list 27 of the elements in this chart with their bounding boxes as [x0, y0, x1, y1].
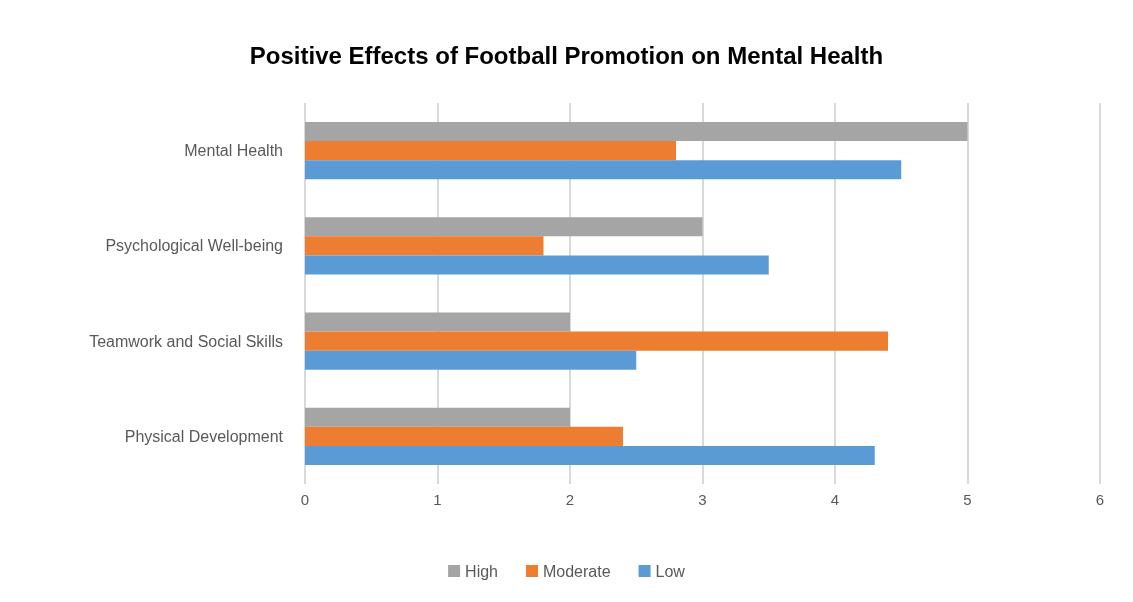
y-tick-label: Physical Development [124, 427, 284, 445]
bar [305, 160, 902, 180]
x-tick-label: 3 [698, 491, 707, 508]
bar [305, 407, 570, 427]
legend-label: Low [655, 562, 686, 580]
bar [305, 426, 623, 446]
bar [305, 350, 637, 370]
x-tick-label: 0 [300, 491, 310, 508]
bar [305, 122, 968, 142]
bar [305, 217, 703, 237]
bar [305, 141, 676, 161]
y-tick-label: Mental Health [184, 142, 283, 160]
x-tick-label: 2 [565, 491, 575, 508]
legend-label: High [465, 562, 498, 580]
bar [305, 445, 875, 465]
bar [305, 255, 769, 275]
x-tick-label: 1 [433, 491, 442, 508]
legend-label: Moderate [542, 562, 611, 580]
chart-title: Positive Effects of Football Promotion on Mental Health [249, 41, 884, 69]
x-tick-label: 4 [830, 491, 840, 508]
y-tick-label: Psychological Well-being [105, 237, 283, 255]
x-tick-label: 5 [963, 491, 972, 508]
bar [305, 236, 544, 256]
bar [305, 331, 888, 351]
y-tick-label: Teamwork and Social Skills [89, 332, 283, 350]
x-tick-label: 6 [1095, 491, 1105, 508]
bar [305, 312, 570, 332]
